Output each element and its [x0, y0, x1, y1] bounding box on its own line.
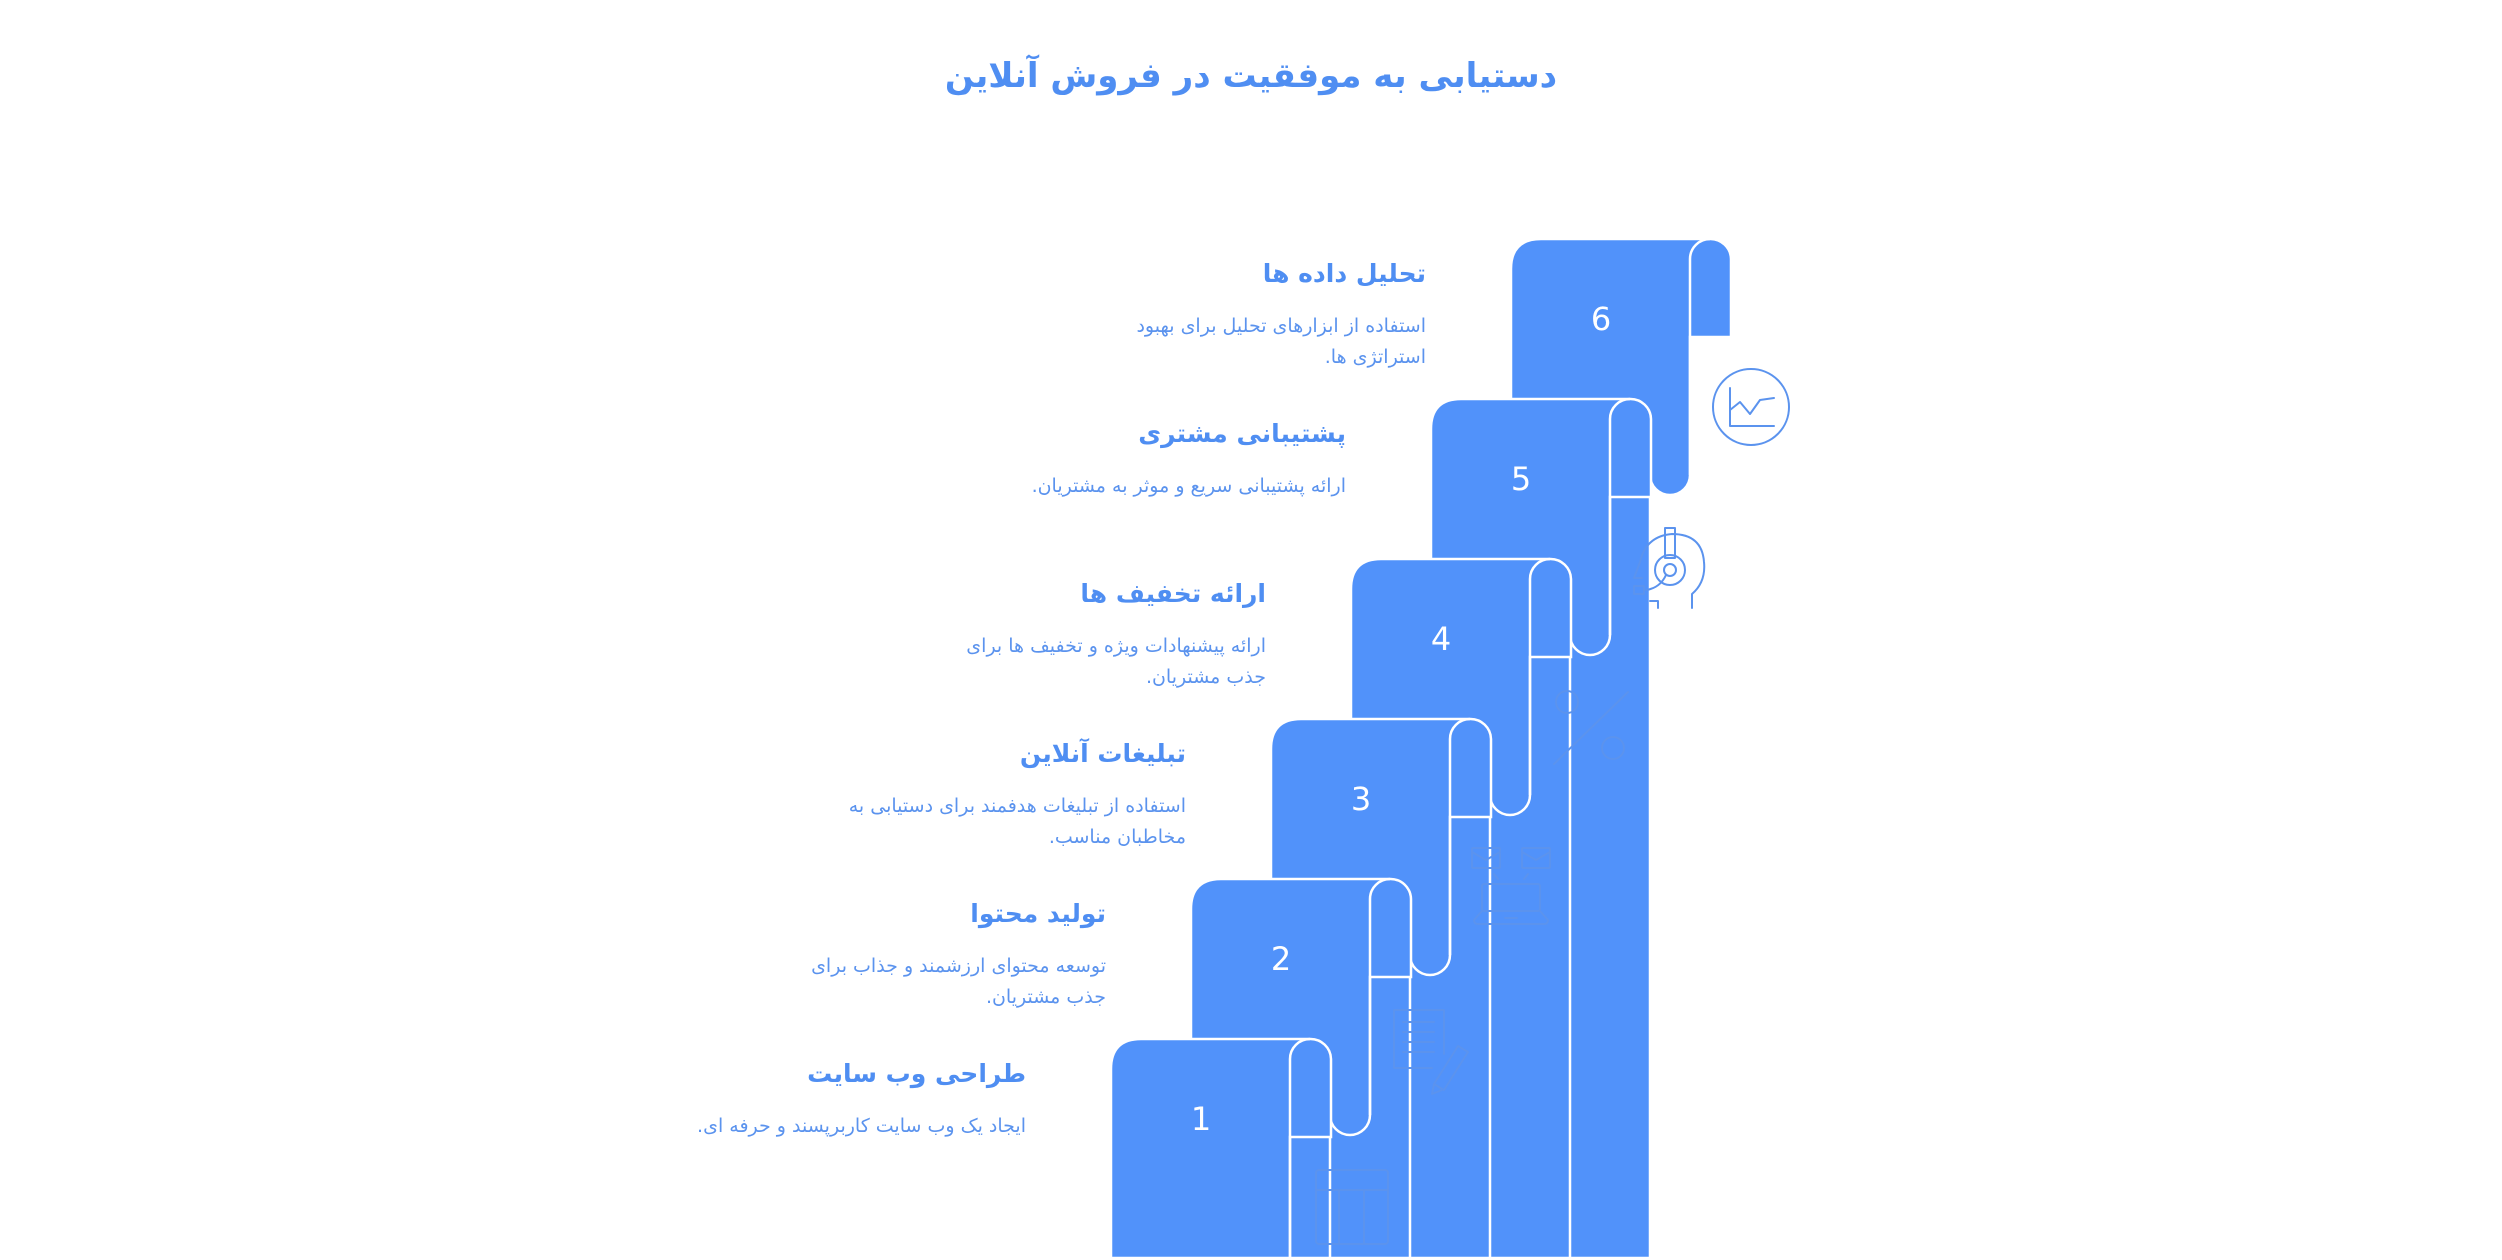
- step-2-curl-line: [1368, 877, 1391, 1115]
- laptop-email-icon: [1471, 847, 1551, 926]
- step-3-number: 3: [1351, 780, 1371, 818]
- percent-icon: [1552, 688, 1630, 766]
- step-6-text: تحلیل داده ها استفاده از ابزارهای تحلیل ب…: [1086, 257, 1426, 373]
- step-4-text: ارائه تخفیف ها ارائه پیشنهادات ویژه و تخف…: [926, 577, 1266, 693]
- step-1-text: طراحی وب سایت ایجاد یک وب سایت کاربرپسند …: [686, 1057, 1026, 1142]
- step-2-description: توسعه محتوای ارزشمند و جذاب برای جذب مشت…: [811, 955, 1106, 1008]
- step-6-number: 6: [1591, 300, 1611, 338]
- table-layout-icon: [1312, 1168, 1390, 1246]
- step-6-description: استفاده از ابزارهای تحلیل برای بهبود است…: [1136, 315, 1426, 368]
- step-2-title: تولید محتوا: [970, 899, 1106, 928]
- step-1-title: طراحی وب سایت: [807, 1059, 1026, 1088]
- step-3-curl-line: [1448, 717, 1471, 955]
- step-6-curl-line: [1688, 237, 1711, 475]
- step-4-title: ارائه تخفیف ها: [1080, 579, 1266, 608]
- step-5-title: پشتیبانی مشتری: [1138, 419, 1346, 448]
- page-title: دستیابی به موفقیت در فروش آنلاین: [944, 56, 1558, 96]
- step-1-number: 1: [1191, 1100, 1211, 1138]
- step-3-text: تبلیغات آنلاین استفاده از تبلیغات هدفمند …: [846, 737, 1186, 853]
- step-1-curl-line: [1288, 1037, 1311, 1258]
- step-3-title: تبلیغات آنلاین: [1019, 739, 1186, 768]
- document-pencil-icon: [1392, 1008, 1470, 1095]
- step-6-title: تحلیل داده ها: [1262, 259, 1426, 288]
- step-5-text: پشتیبانی مشتری ارائه پشتیبانی سریع و موثر…: [1006, 417, 1346, 502]
- step-4-curl-line: [1528, 557, 1551, 795]
- chart-circle-icon: [1712, 368, 1790, 446]
- step-2-text: تولید محتوا توسعه محتوای ارزشمند و جذاب ب…: [766, 897, 1106, 1013]
- step-4-description: ارائه پیشنهادات ویژه و تخفیف ها برای جذب…: [966, 635, 1266, 688]
- step-4-number: 4: [1431, 620, 1451, 658]
- step-5-number: 5: [1511, 460, 1531, 498]
- step-3-description: استفاده از تبلیغات هدفمند برای دستیابی ب…: [848, 795, 1186, 848]
- step-1: 1: [1109, 1037, 1333, 1260]
- step-2-number: 2: [1271, 940, 1291, 978]
- step-1-shape: [1109, 1037, 1333, 1260]
- step-1-description: ایجاد یک وب سایت کاربرپسند و حرفه ای.: [697, 1115, 1026, 1137]
- headset-support-icon: [1632, 527, 1710, 609]
- step-5-description: ارائه پشتیبانی سریع و موثر به مشتریان.: [1031, 475, 1346, 497]
- step-5-curl-line: [1608, 397, 1631, 635]
